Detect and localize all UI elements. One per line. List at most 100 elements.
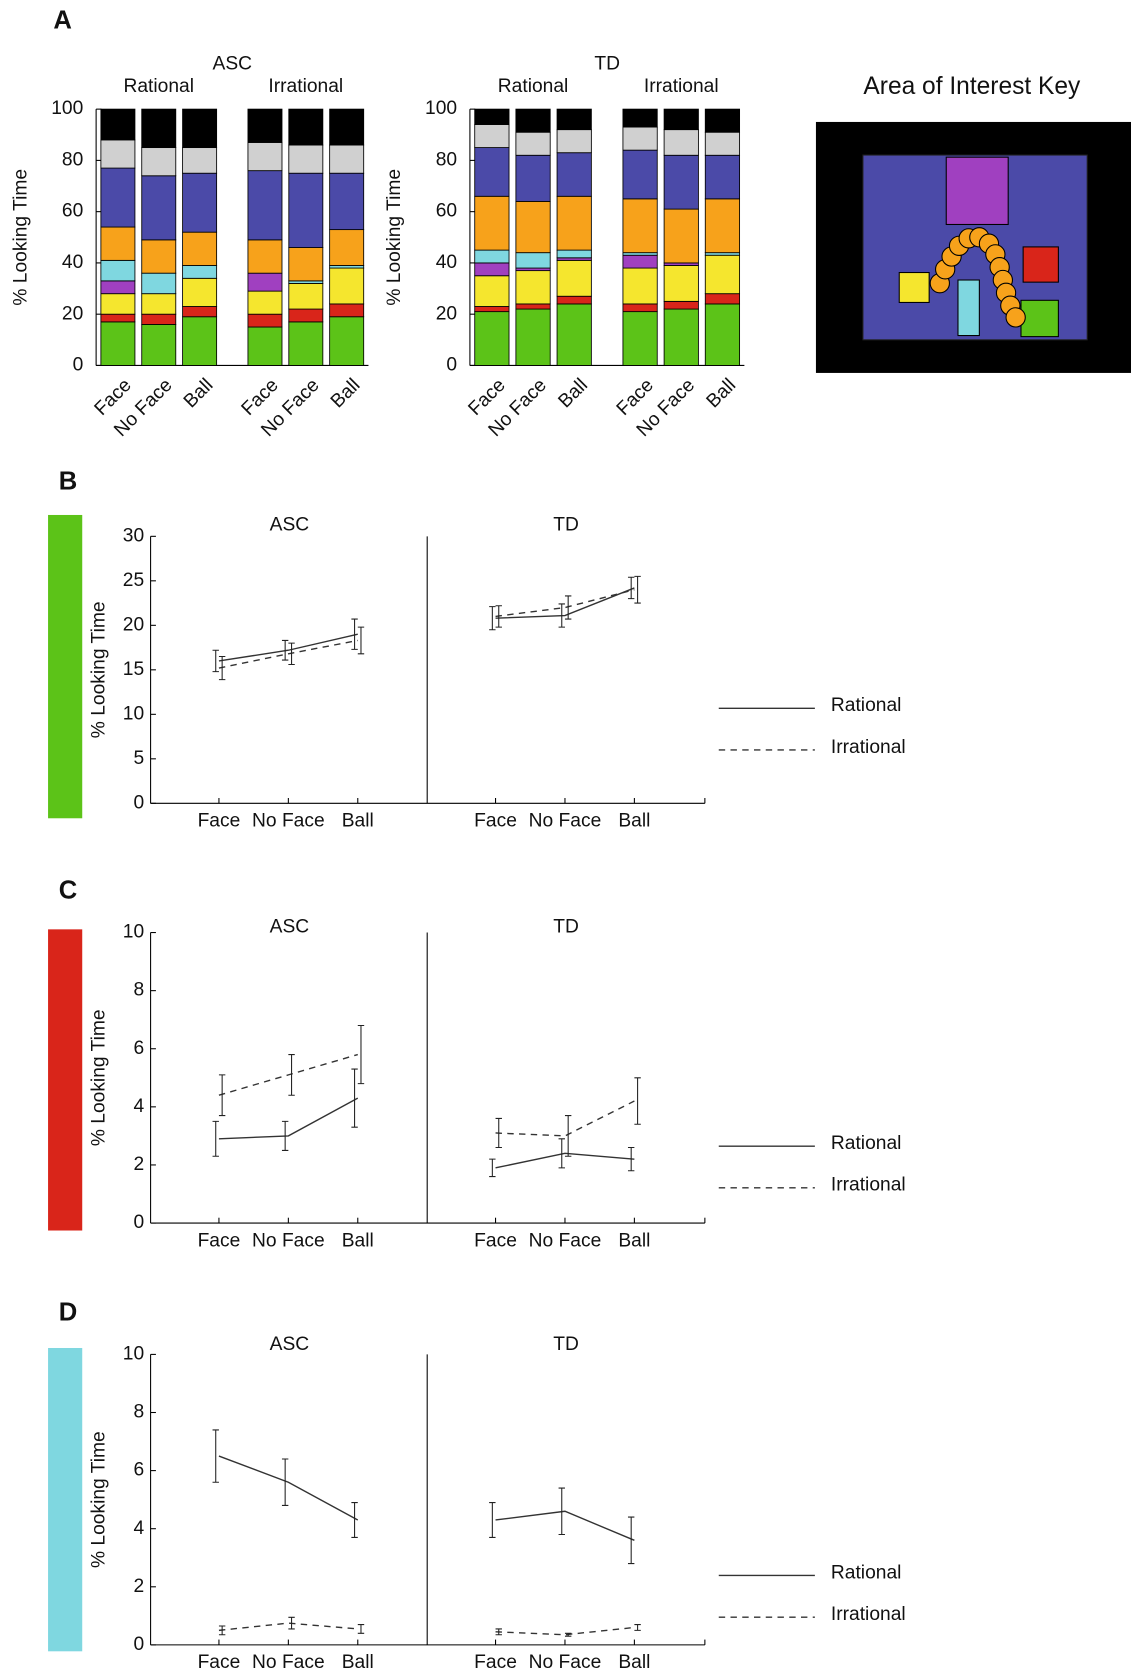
bar-segment — [704, 303, 741, 366]
x-tick-label: No Face — [529, 1652, 602, 1673]
error-bar — [634, 575, 641, 604]
error-bar — [351, 1502, 358, 1538]
bar-segment — [474, 311, 510, 366]
error-bar — [627, 1516, 635, 1565]
bar-segment — [622, 311, 658, 366]
bar-segment — [100, 313, 136, 323]
legend-label: Irrational — [831, 1175, 906, 1196]
bar-segment — [663, 108, 699, 131]
error-bar — [558, 1138, 565, 1169]
x-tick-label: Face — [474, 1652, 517, 1673]
bar-segment — [622, 267, 658, 305]
bar-segment — [515, 252, 551, 269]
subgroup-label: Rational — [498, 76, 569, 97]
x-tick-label: No Face — [252, 1652, 325, 1673]
bar-segment — [100, 293, 136, 315]
legend-label: Irrational — [831, 1604, 906, 1625]
series-line — [495, 1152, 635, 1169]
y-tick-label: 0 — [133, 792, 144, 813]
bar-segment — [704, 131, 741, 156]
bar-segment — [141, 313, 177, 325]
x-tick-label: Face — [198, 1652, 241, 1673]
error-bar — [288, 1616, 295, 1630]
bar-segment — [247, 290, 283, 315]
error-bar — [558, 1487, 565, 1536]
x-tick-label: Ball — [327, 375, 365, 413]
y-tick-label: 40 — [62, 252, 83, 273]
aoi-color-strip — [48, 929, 83, 1231]
error-bar — [357, 1024, 365, 1085]
bar-segment — [247, 239, 283, 274]
bar-segment — [474, 275, 510, 307]
error-bar — [564, 595, 572, 620]
bar-segment — [515, 308, 551, 366]
bar-segment — [704, 198, 741, 254]
bar-segment — [329, 108, 365, 146]
y-tick-label: 20 — [123, 614, 144, 635]
series-line — [218, 1097, 359, 1140]
bar-segment — [182, 147, 218, 174]
bar-segment — [288, 283, 324, 310]
y-tick-label: 4 — [133, 1518, 144, 1539]
facet-title: TD — [553, 1334, 579, 1355]
bar-segment — [515, 200, 551, 254]
key-goal — [1020, 299, 1059, 338]
y-tick-label: 2 — [133, 1154, 144, 1175]
y-tick-label: 10 — [123, 703, 144, 724]
bar-segment — [329, 144, 365, 174]
bar-segment — [329, 172, 365, 231]
x-tick-label: Face — [474, 811, 517, 832]
aoi-color-strip — [48, 514, 83, 819]
x-tick-label: No Face — [252, 1230, 325, 1251]
y-tick-label: 4 — [133, 1096, 144, 1117]
subgroup-label: Irrational — [268, 76, 343, 97]
series-line — [495, 1100, 635, 1137]
error-bar — [288, 1054, 295, 1096]
y-tick-label: 2 — [133, 1576, 144, 1597]
series-line — [218, 1053, 358, 1096]
bar-segment — [474, 306, 510, 313]
bar-segment — [100, 139, 136, 169]
bar-segment — [704, 293, 741, 305]
bar-segment — [474, 108, 510, 125]
y-tick-label: 60 — [436, 201, 457, 222]
bar-segment — [663, 208, 699, 264]
facet-title: TD — [553, 916, 579, 937]
facet-title: ASC — [270, 1334, 310, 1355]
bar-segment — [622, 149, 658, 200]
panel-letter: C — [59, 877, 78, 905]
y-tick-label: 6 — [133, 1460, 144, 1481]
bar-segment — [288, 321, 324, 366]
facet-title: ASC — [270, 916, 310, 937]
bar-segment — [515, 303, 551, 310]
bar-segment — [556, 108, 592, 131]
y-tick-label: 10 — [123, 922, 144, 943]
bar-segment — [247, 142, 283, 172]
bar-segment — [704, 154, 741, 200]
y-tick-label: 80 — [62, 149, 83, 170]
key-start — [898, 272, 930, 303]
bar-segment — [141, 175, 177, 241]
series-line — [218, 1455, 359, 1521]
series-line — [218, 633, 358, 662]
bar-segment — [288, 172, 324, 248]
facet-title: ASC — [213, 53, 253, 74]
y-tick-label: 40 — [436, 252, 457, 273]
y-tick-label: 60 — [62, 201, 83, 222]
error-bar — [281, 1120, 289, 1151]
subgroup-label: Irrational — [644, 76, 719, 97]
y-tick-label: 25 — [123, 570, 144, 591]
bar-segment — [247, 272, 283, 292]
y-tick-label: 10 — [123, 1343, 144, 1364]
key-red — [1022, 246, 1059, 283]
y-axis-label: % Looking Time — [88, 1009, 109, 1146]
facet-title: ASC — [270, 515, 310, 536]
x-tick-label: No Face — [529, 811, 602, 832]
y-tick-label: 0 — [133, 1634, 144, 1655]
aoi-color-strip — [48, 1347, 83, 1652]
y-tick-label: 15 — [123, 659, 144, 680]
series-line — [218, 639, 358, 669]
bar-segment — [100, 259, 136, 282]
x-tick-label: Ball — [618, 811, 650, 832]
bar-segment — [288, 108, 324, 146]
